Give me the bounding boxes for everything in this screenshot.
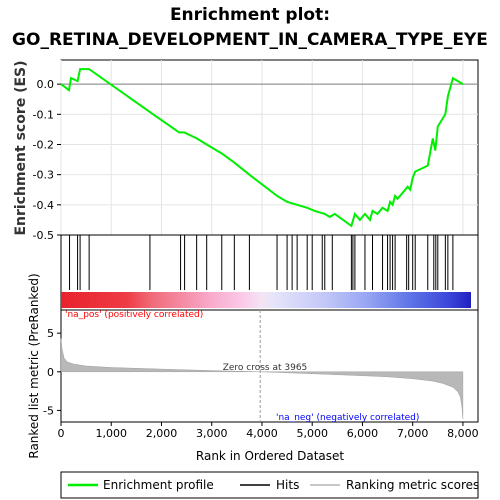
chart-subtitle: GO_RETINA_DEVELOPMENT_IN_CAMERA_TYPE_EYE [12, 30, 488, 50]
x-tick-label: 5,000 [296, 427, 328, 440]
x-axis-ticks: 0 1,000 2,000 3,000 4,000 5,000 6,000 7,000 8,00… [58, 422, 479, 440]
pos-correlated-label: 'na_pos' (positively correlated) [65, 310, 203, 320]
hit-markers [69, 235, 454, 290]
legend-metric-label: Ranking metric scores [346, 478, 479, 492]
es-y-axis-label: Enrichment score (ES) [13, 60, 29, 235]
x-axis-label: Rank in Ordered Dataset [196, 449, 344, 463]
enrichment-profile-line [60, 68, 464, 228]
es-y-ticks: 0.0 -0.1 -0.2 -0.3 -0.4 -0.5 [33, 78, 61, 242]
metric-y-ticks: 5 0 -5 [43, 327, 61, 417]
es-tick-label: -0.2 [33, 138, 54, 151]
es-tick-label: -0.3 [33, 169, 54, 182]
legend-hits-label: Hits [276, 478, 299, 492]
zero-cross-label: Zero cross at 3965 [223, 363, 308, 373]
ranking-metric-area [60, 338, 464, 419]
metric-tick-label: 0 [47, 366, 54, 379]
es-tick-label: -0.1 [33, 108, 54, 121]
metric-tick-label: -5 [43, 404, 54, 417]
x-tick-label: 6,000 [347, 427, 379, 440]
es-tick-label: 0.0 [37, 78, 55, 91]
legend-enrichment-label: Enrichment profile [103, 478, 214, 492]
chart-title: Enrichment plot: [170, 5, 330, 25]
x-tick-label: 8,000 [447, 427, 479, 440]
metric-tick-label: 5 [47, 327, 54, 340]
metric-y-axis-label: Ranked list metric (PreRanked) [27, 273, 41, 458]
ranking-colorbar [61, 292, 471, 308]
es-gridlines [60, 60, 478, 236]
x-tick-label: 0 [58, 427, 65, 440]
legend: Enrichment profile Hits Ranking metric s… [60, 471, 479, 499]
es-panel-frame [60, 59, 479, 236]
es-tick-label: -0.5 [33, 229, 54, 242]
x-tick-label: 1,000 [95, 427, 127, 440]
x-tick-label: 4,000 [246, 427, 278, 440]
neg-correlated-label: 'na_neg' (negatively correlated) [276, 413, 419, 423]
x-tick-label: 3,000 [196, 427, 228, 440]
x-tick-label: 2,000 [146, 427, 178, 440]
x-tick-label: 7,000 [397, 427, 429, 440]
es-tick-label: -0.4 [33, 199, 54, 212]
